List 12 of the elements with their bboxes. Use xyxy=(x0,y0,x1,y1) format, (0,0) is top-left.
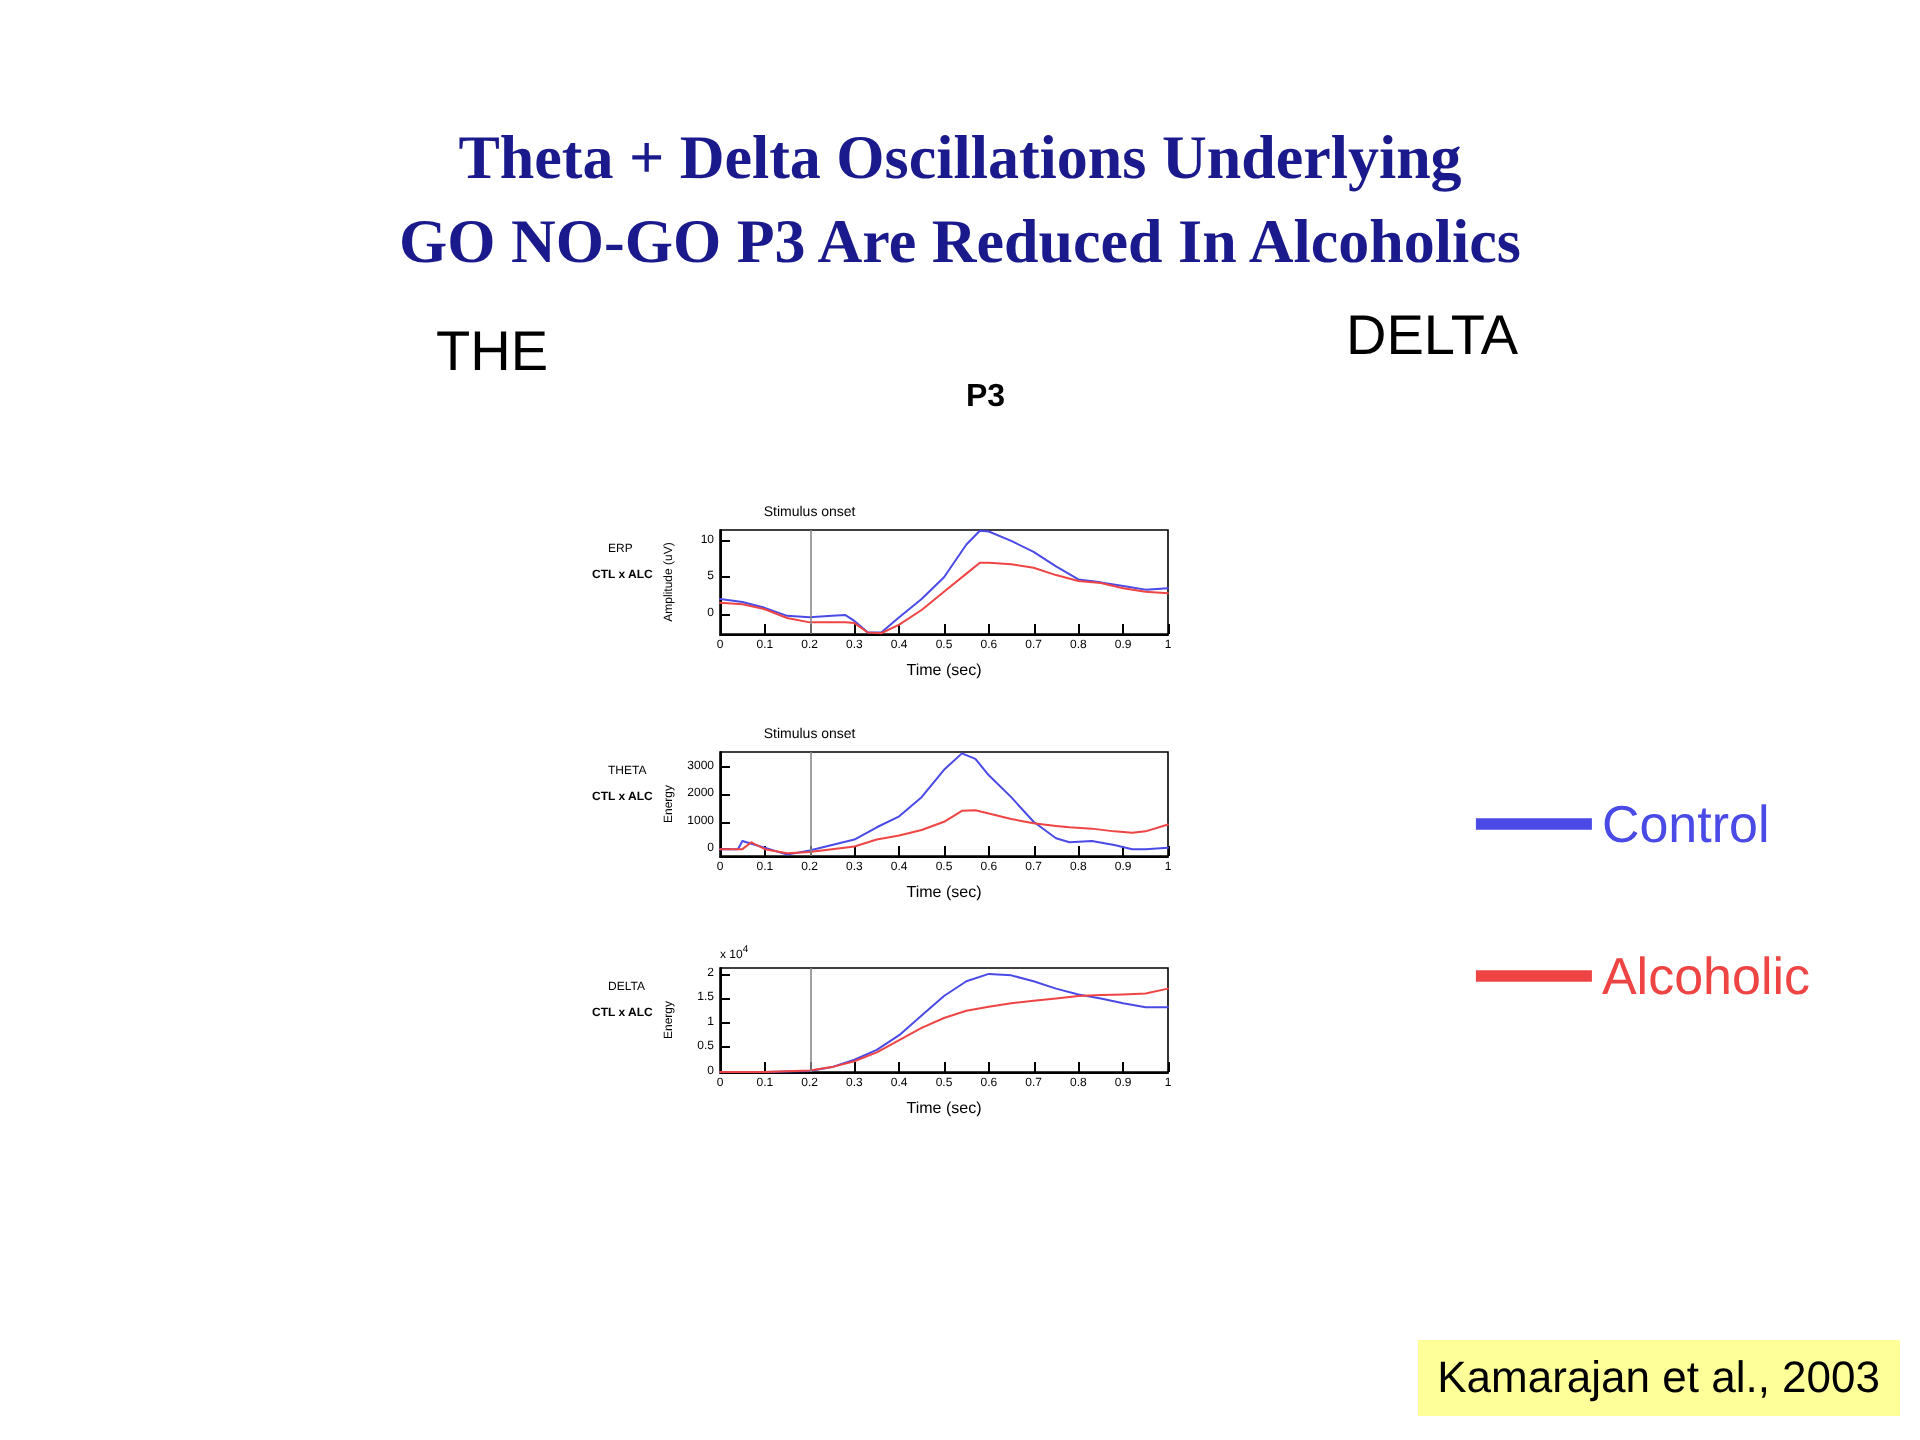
line-series xyxy=(719,529,1169,634)
text: Kamarajan et al., 2003 xyxy=(1417,1340,1900,1416)
legend-label: Alcoholic xyxy=(1601,946,1811,1006)
x-axis-title: Time (sec) xyxy=(906,1099,983,1117)
text: DELTA xyxy=(1346,304,1519,368)
x-axis-title: Time (sec) xyxy=(906,883,983,901)
legend-label: Control xyxy=(1601,794,1770,854)
text: THE xyxy=(436,320,548,384)
text: P3 xyxy=(966,380,1006,416)
line-series xyxy=(719,752,1169,856)
text: Theta + Delta Oscillations Underlying GO NO-GO P3 Are Reduced In Alcoholics xyxy=(397,120,1523,280)
x-axis-title: Time (sec) xyxy=(906,661,983,679)
